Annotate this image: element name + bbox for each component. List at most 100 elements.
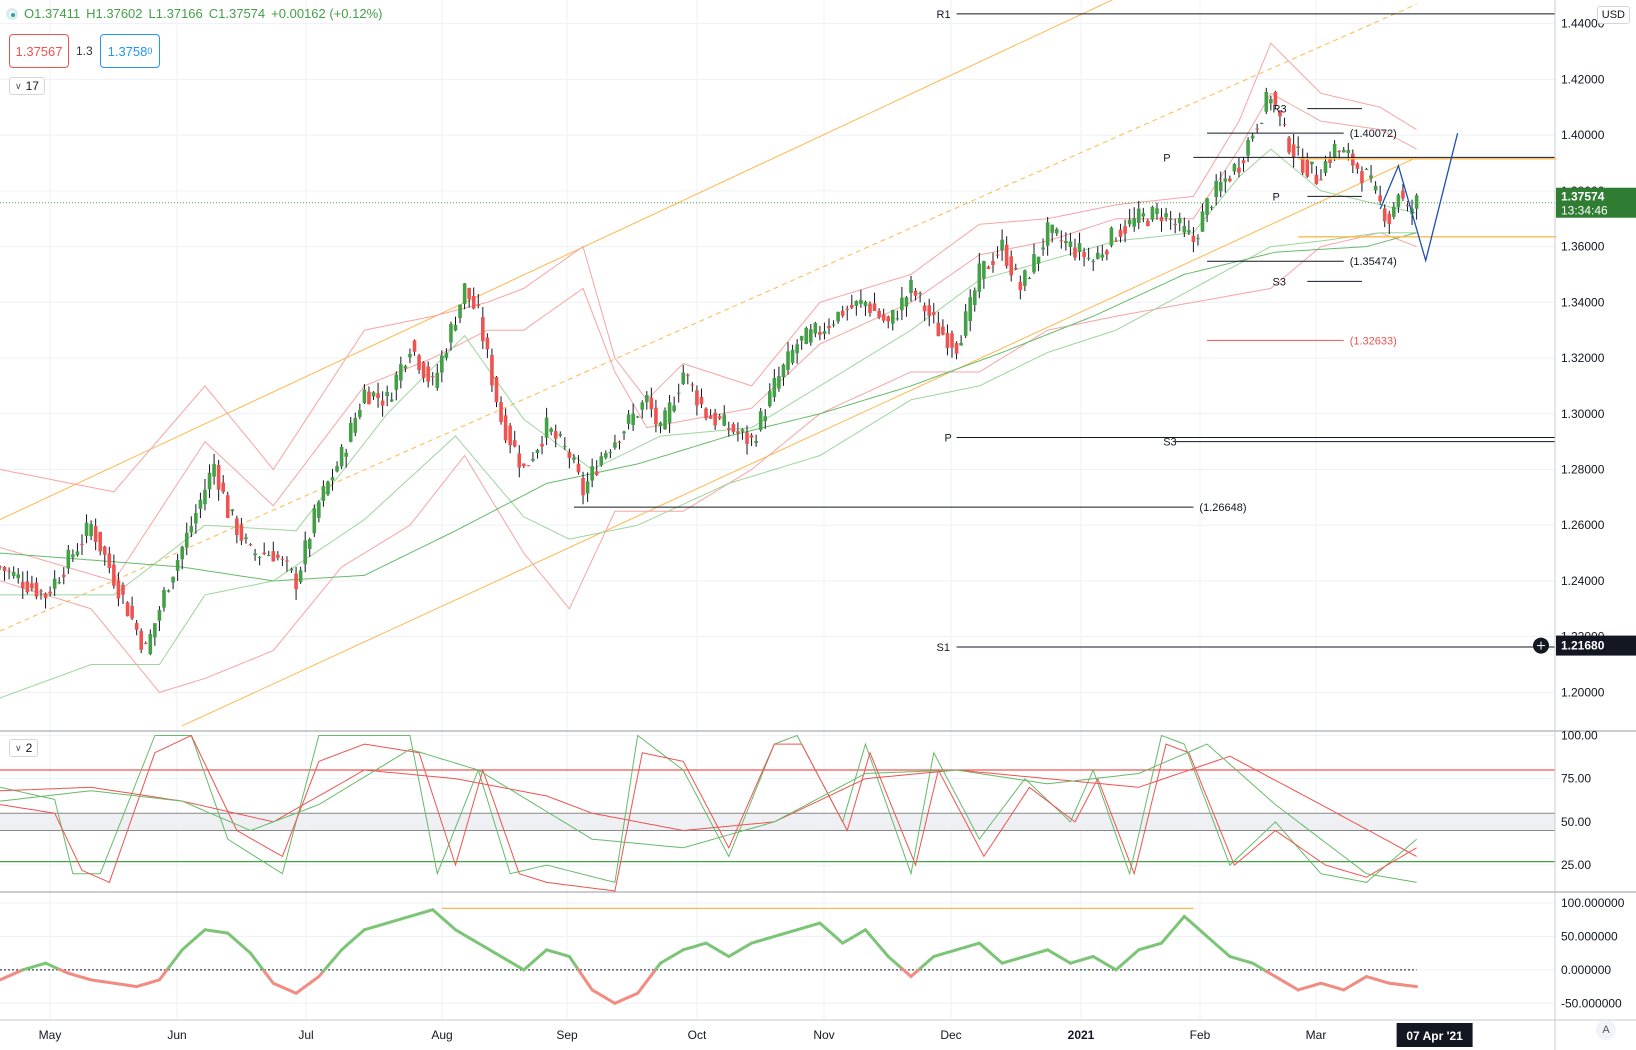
candle-body (640, 402, 645, 410)
candle-body (804, 327, 809, 345)
candle-body (2, 566, 7, 572)
ohlc-low: L1.37166 (148, 6, 203, 21)
time-axis-tick: May (39, 1028, 62, 1042)
ohlc-legend: O1.37411 H1.37602 L1.37166 C1.37574 +0.0… (6, 6, 382, 21)
candle-body (954, 342, 959, 354)
price-axis-tick: 1.34000 (1561, 295, 1605, 309)
moving-average-line (0, 232, 1417, 582)
candle-body (900, 297, 904, 311)
channel-upper-line (0, 0, 1114, 521)
candle-body (585, 481, 590, 494)
ohlc-change: +0.00162 (+0.12%) (271, 6, 383, 21)
candle-body (977, 263, 982, 292)
candle-body (763, 416, 768, 422)
countdown-label: 13:34:46 (1561, 204, 1608, 218)
sell-button[interactable]: 1.37567 (9, 34, 69, 68)
candle-body (576, 463, 581, 473)
candle-body (20, 581, 25, 589)
candle-body (162, 590, 166, 608)
candle-body (1068, 241, 1073, 248)
oscillator-indicators-toggle-button[interactable]: ∨ 2 (9, 739, 39, 757)
candle-body (25, 581, 30, 593)
price-level-label: (1.40072) (1350, 128, 1397, 140)
price-level-label: (1.26648) (1199, 502, 1246, 514)
candle-body (317, 501, 321, 518)
candle-body (890, 309, 895, 324)
candle-body (1264, 91, 1269, 112)
candle-body (102, 546, 107, 555)
candle-body (777, 376, 781, 389)
candle-body (212, 463, 216, 477)
candle-body (458, 304, 462, 319)
time-axis-tick: Nov (813, 1028, 834, 1042)
candle-body (235, 518, 239, 536)
candle-body (1118, 229, 1123, 237)
time-axis-tick: Dec (940, 1028, 961, 1042)
candle-body (1150, 206, 1155, 220)
candle-body (604, 453, 608, 458)
candle-body (61, 574, 66, 578)
candle-body (699, 396, 704, 405)
candle-body (1200, 211, 1205, 232)
candle-body (30, 583, 34, 589)
candle-body (1296, 146, 1300, 148)
candle-body (1146, 220, 1150, 226)
candle-body (1332, 143, 1337, 158)
auto-scale-button[interactable]: A (1596, 1020, 1616, 1040)
indicators-toggle-button[interactable]: ∨ 17 (9, 77, 45, 95)
candle-body (499, 402, 503, 423)
candle-body (658, 422, 663, 427)
candle-body (1196, 238, 1200, 240)
candle-body (362, 389, 367, 403)
candle-body (134, 622, 139, 630)
candle-body (968, 297, 973, 322)
buy-button[interactable]: 1.3758 0 (100, 34, 160, 68)
oscillator-axis-tick: 75.00 (1561, 772, 1591, 786)
candle-body (754, 441, 758, 443)
time-axis-tick: Sep (556, 1028, 578, 1042)
candle-body (1355, 163, 1360, 169)
candle-body (1159, 216, 1164, 222)
candle-body (991, 261, 995, 266)
candle-body (649, 397, 654, 410)
candle-body (1392, 206, 1396, 217)
candle-body (66, 549, 71, 569)
candle-body (1073, 247, 1077, 258)
candle-body (166, 590, 171, 592)
candle-body (572, 457, 576, 460)
candle-body (1346, 149, 1351, 154)
pivot-label: S3 (1163, 437, 1176, 449)
candle-body (1209, 206, 1214, 208)
candle-body (494, 377, 499, 403)
candle-body (189, 526, 194, 533)
candle-body (412, 340, 417, 352)
candle-body (590, 466, 594, 481)
candle-body (153, 623, 157, 638)
candle-body (280, 558, 285, 560)
candle-body (781, 364, 786, 378)
candle-body (863, 301, 868, 307)
buy-price: 1.3758 (107, 43, 148, 59)
candle-body (403, 366, 408, 369)
candle-body (959, 342, 963, 346)
currency-label[interactable]: USD (1596, 6, 1630, 24)
current-price-badge (1556, 187, 1636, 218)
oscillator-series-line (0, 734, 1417, 892)
candle-body (1282, 124, 1287, 126)
candle-body (198, 499, 203, 509)
candle-body (708, 415, 713, 419)
candle-body (298, 570, 303, 583)
candle-body (440, 355, 444, 373)
time-axis-tick: Jul (298, 1028, 313, 1042)
candle-body (285, 560, 289, 562)
candle-body (39, 590, 43, 592)
candle-body (986, 266, 991, 269)
candle-body (849, 304, 854, 308)
candle-body (690, 384, 695, 386)
candle-body (1364, 168, 1369, 170)
candle-body (266, 555, 271, 557)
candle-body (713, 412, 717, 426)
channel-mid-line (0, 3, 1417, 632)
date-badge-label: 07 Apr '21 (1406, 1029, 1463, 1043)
